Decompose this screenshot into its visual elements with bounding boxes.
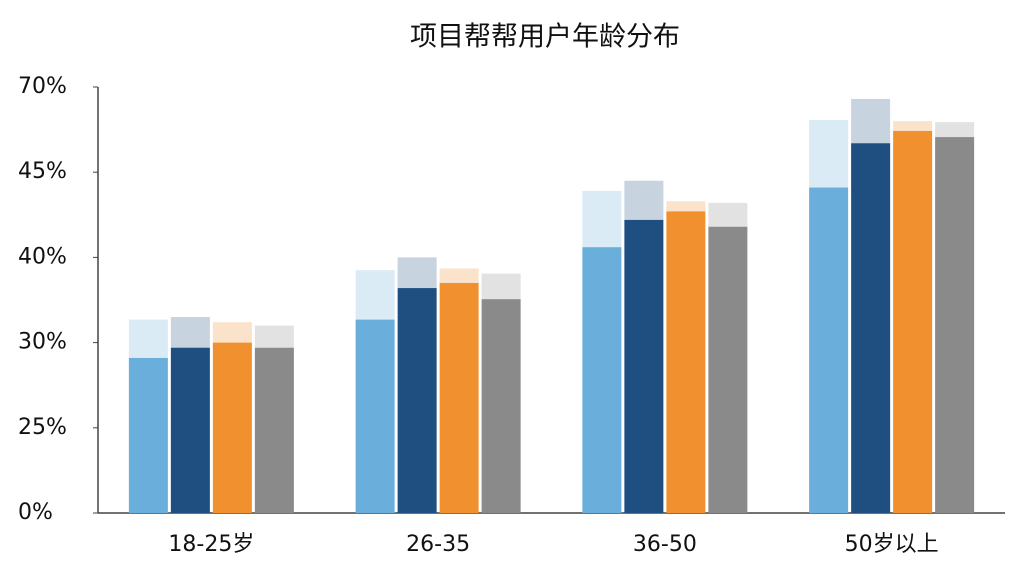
bar-cap: [809, 120, 849, 188]
bar: [809, 187, 849, 513]
bar-cap: [666, 201, 706, 212]
x-tick-label: 18-25岁: [168, 532, 254, 557]
bar: [851, 143, 891, 513]
bar-cap: [481, 273, 521, 300]
bar-cap: [624, 180, 664, 220]
x-tick-label: 36-50: [633, 532, 697, 557]
bar-cap: [170, 317, 210, 348]
y-tick-label: 25%: [18, 415, 67, 440]
bar: [439, 282, 479, 513]
bar: [582, 247, 622, 513]
bar-cap: [935, 122, 975, 138]
bar: [397, 288, 437, 513]
bar: [708, 226, 748, 513]
bar: [254, 347, 294, 513]
x-tick-label: 50岁以上: [845, 532, 939, 557]
bar-cap: [128, 319, 168, 358]
bar-cap: [582, 190, 622, 248]
y-tick-label: 30%: [18, 330, 67, 355]
y-tick-label: 45%: [18, 159, 67, 184]
bar-cap: [254, 325, 294, 348]
bar-cap: [212, 322, 252, 343]
y-tick-label: 0%: [18, 500, 53, 525]
bar-cap: [851, 98, 891, 144]
bar: [481, 299, 521, 513]
y-tick-label: 70%: [18, 74, 67, 99]
bar: [212, 342, 252, 513]
bar-cap: [355, 270, 395, 320]
bar-cap: [708, 202, 748, 227]
x-tick-label: 26-35: [406, 532, 470, 557]
bar-cap: [893, 121, 933, 131]
bar: [935, 137, 975, 513]
bar: [128, 357, 168, 513]
bar: [170, 347, 210, 513]
y-tick-label: 40%: [18, 244, 67, 269]
bar: [893, 130, 933, 513]
chart-title: 项目帮帮用户年龄分布: [410, 22, 680, 53]
bar-cap: [439, 268, 479, 283]
bar-cap: [397, 257, 437, 289]
bar: [666, 211, 706, 513]
bar: [624, 219, 664, 514]
bar: [355, 319, 395, 513]
